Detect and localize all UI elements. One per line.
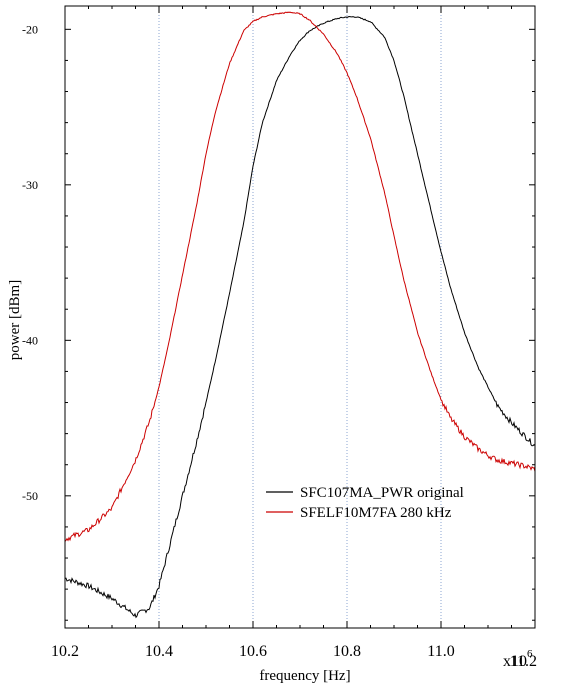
x-tick-label: 10.2 bbox=[51, 643, 79, 660]
series-line-1 bbox=[64, 15, 536, 619]
x-axis-multiplier-exponent: 6 bbox=[527, 648, 533, 660]
series-lines bbox=[64, 11, 536, 619]
x-tick-label: 10.4 bbox=[145, 643, 173, 660]
x-axis-title: frequency [Hz] bbox=[259, 668, 350, 684]
y-tick-label: -40 bbox=[22, 333, 38, 347]
series-line-2 bbox=[64, 11, 536, 542]
x-axis-multiplier-base: x10 bbox=[503, 653, 527, 670]
x-tick-label-last: 11.2 bbox=[510, 653, 537, 670]
legend: SFC107MA_PWR original SFELF10M7FA 280 kHz bbox=[266, 485, 464, 521]
legend-label: SFELF10M7FA 280 kHz bbox=[300, 505, 452, 521]
legend-label: SFC107MA_PWR original bbox=[300, 485, 464, 501]
x-tick-label: 11.0 bbox=[427, 643, 454, 660]
y-tick-label: -50 bbox=[22, 489, 38, 503]
x-axis-multiplier: x106 bbox=[503, 648, 533, 670]
y-tick-label: -20 bbox=[22, 22, 38, 36]
plot-frame bbox=[64, 5, 536, 629]
x-axis-ticks: 10.2 10.4 10.6 10.8 11.0 11.2 bbox=[51, 6, 537, 670]
y-tick-label: -30 bbox=[22, 178, 38, 192]
x-tick-label: 10.6 bbox=[239, 643, 267, 660]
y-axis-title: power [dBm] bbox=[7, 280, 23, 360]
y-axis-ticks: -50 -40 -30 -20 bbox=[22, 22, 535, 621]
x-tick-label: 10.8 bbox=[333, 643, 361, 660]
vertical-gridlines bbox=[158, 6, 442, 628]
